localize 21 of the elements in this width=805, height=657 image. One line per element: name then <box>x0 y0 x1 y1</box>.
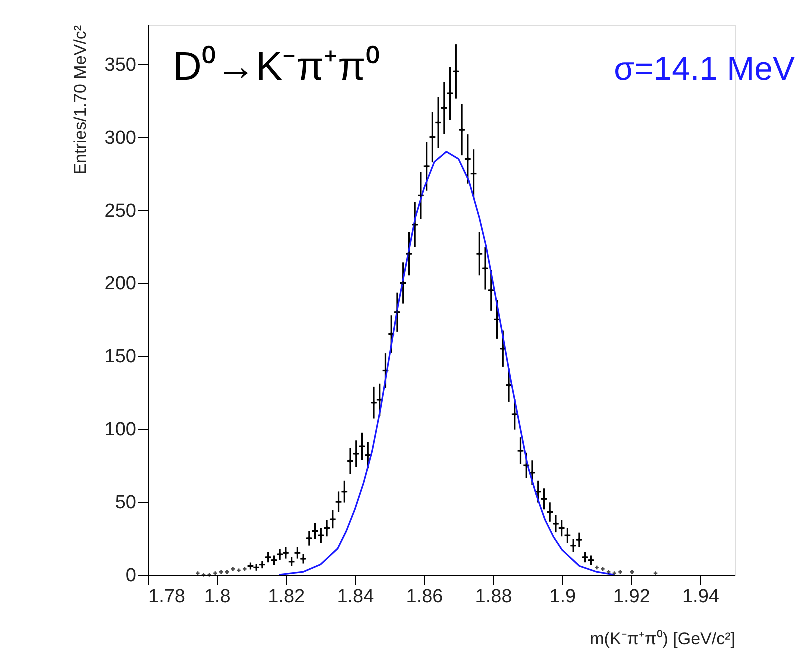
x-tick-label: 1.9 <box>550 586 576 608</box>
annotation: σ=14.1 MeV <box>614 50 795 87</box>
x-tick-label: 1.88 <box>475 586 512 608</box>
y-tick-label: 300 <box>104 128 136 149</box>
x-tick-label: 1.78 <box>148 586 186 608</box>
y-tick-label: 150 <box>104 346 136 368</box>
x-tick-label: 1.8 <box>204 586 231 608</box>
annotation: D⁰→K⁻π⁺π⁰ <box>173 45 380 89</box>
x-axis-title: m(K⁻π⁺π⁰) [GeV/c²] <box>590 630 736 648</box>
y-tick-label: 250 <box>104 200 136 222</box>
x-tick-label: 1.82 <box>268 586 306 608</box>
x-tick-label: 1.84 <box>337 586 375 608</box>
y-tick-label: 0 <box>126 566 136 586</box>
x-tick-label: 1.86 <box>406 586 444 608</box>
y-tick-label: 350 <box>104 54 136 76</box>
x-tick-label: 1.92 <box>613 586 650 608</box>
x-tick-label: 1.94 <box>682 586 720 608</box>
y-tick-label: 100 <box>104 420 136 441</box>
y-tick-label: 200 <box>104 274 136 295</box>
y-axis-title: Entries/1.70 MeV/c² <box>70 25 90 175</box>
y-tick-label: 50 <box>115 492 136 514</box>
